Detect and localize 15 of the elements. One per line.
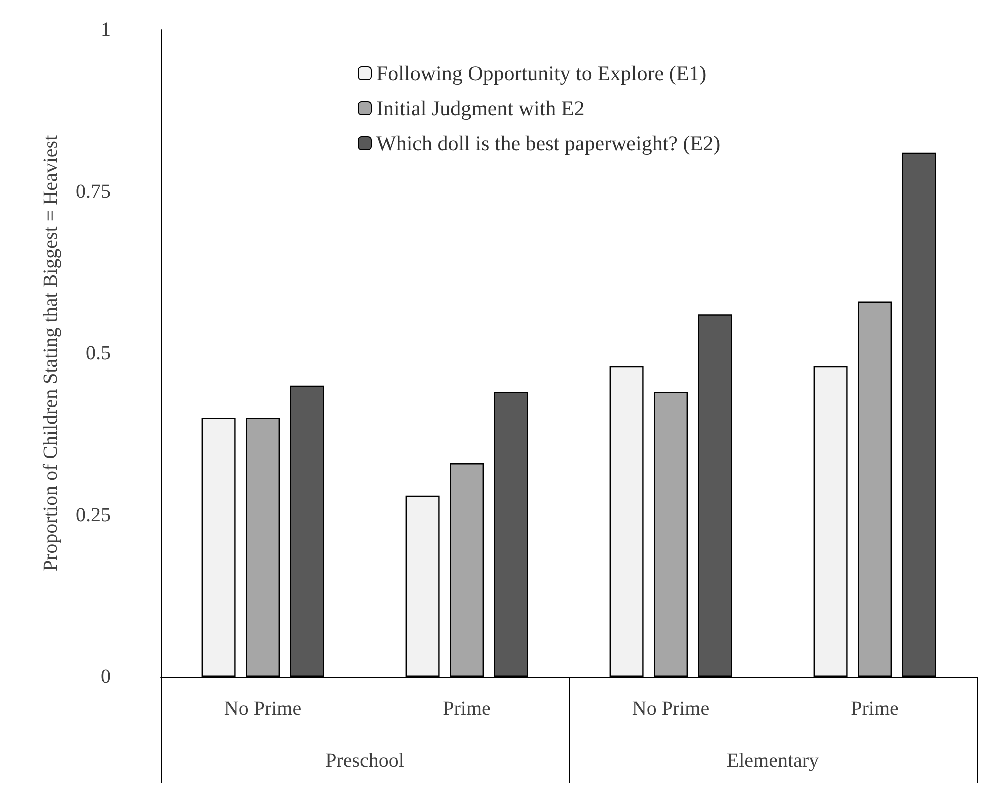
x-tick-label: No Prime — [224, 698, 302, 720]
text: Preschool — [326, 750, 405, 772]
y-tick-label: 1 — [101, 19, 111, 41]
legend-label: Following Opportunity to Explore (E1) — [376, 62, 707, 86]
y-tick-label: 0 — [101, 666, 111, 688]
text: Elementary — [726, 750, 820, 772]
x-tick-label: Prime — [443, 698, 492, 720]
y-axis-title: Proportion of Children Stating that Biggest = Heaviest — [40, 134, 62, 572]
x-tick-label: No Prime — [632, 698, 710, 720]
legend-label: Initial Judgment with E2 — [376, 96, 585, 120]
x-tick-label: Prime — [851, 698, 900, 720]
y-tick-label: 0.75 — [76, 180, 111, 203]
legend-label: Which doll is the best paperweight? (E2) — [376, 132, 721, 156]
y-tick-label: 0.5 — [86, 342, 111, 364]
y-tick-label: 0.25 — [76, 504, 111, 526]
